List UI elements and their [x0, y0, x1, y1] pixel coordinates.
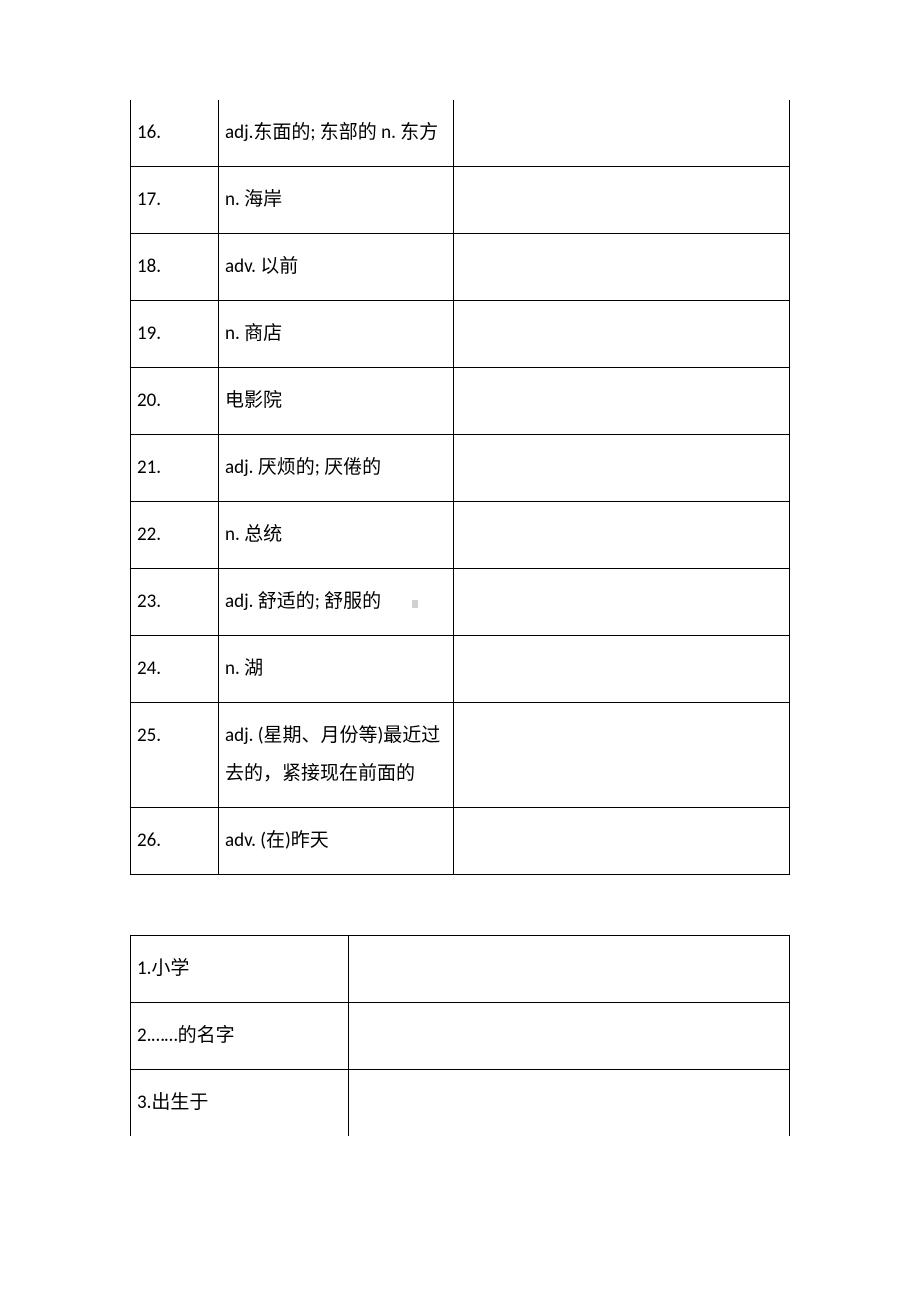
row-answer: [454, 167, 790, 234]
phrase-table-body: 1.小学 2.……的名字 3.出生于: [131, 936, 790, 1137]
row-number: 18.: [131, 234, 219, 301]
row-phrase: 3.出生于: [131, 1070, 349, 1137]
table-row: 19. n. 商店: [131, 301, 790, 368]
row-number: 17.: [131, 167, 219, 234]
row-answer: [454, 569, 790, 636]
row-number: 25.: [131, 703, 219, 808]
row-answer: [349, 1070, 790, 1137]
table-row: 22. n. 总统: [131, 502, 790, 569]
row-answer: [454, 368, 790, 435]
table-row: 3.出生于: [131, 1070, 790, 1137]
phrase-table: 1.小学 2.……的名字 3.出生于: [130, 935, 790, 1136]
row-definition: adv. 以前: [219, 234, 454, 301]
row-answer: [454, 808, 790, 875]
row-number: 22.: [131, 502, 219, 569]
row-number: 24.: [131, 636, 219, 703]
row-phrase: 1.小学: [131, 936, 349, 1003]
table-row: 1.小学: [131, 936, 790, 1003]
table-row: 2.……的名字: [131, 1003, 790, 1070]
row-definition: adj. 厌烦的; 厌倦的: [219, 435, 454, 502]
row-phrase: 2.……的名字: [131, 1003, 349, 1070]
row-answer: [454, 100, 790, 167]
row-definition: adj. 舒适的; 舒服的: [219, 569, 454, 636]
table-row: 18. adv. 以前: [131, 234, 790, 301]
table-row: 16. adj.东面的; 东部的 n. 东方: [131, 100, 790, 167]
row-answer: [349, 1003, 790, 1070]
table-row: 25. adj. (星期、月份等)最近过去的，紧接现在前面的: [131, 703, 790, 808]
row-answer: [454, 234, 790, 301]
row-definition: adv. (在)昨天: [219, 808, 454, 875]
page-content: 16. adj.东面的; 东部的 n. 东方 17. n. 海岸 18. adv…: [0, 0, 920, 1136]
table-row: 17. n. 海岸: [131, 167, 790, 234]
vocabulary-table: 16. adj.东面的; 东部的 n. 东方 17. n. 海岸 18. adv…: [130, 100, 790, 875]
table-row: 24. n. 湖: [131, 636, 790, 703]
row-number: 16.: [131, 100, 219, 167]
row-definition: n. 海岸: [219, 167, 454, 234]
row-number: 21.: [131, 435, 219, 502]
row-definition: n. 总统: [219, 502, 454, 569]
row-answer: [454, 636, 790, 703]
row-number: 20.: [131, 368, 219, 435]
row-definition: n. 湖: [219, 636, 454, 703]
row-definition: n. 商店: [219, 301, 454, 368]
row-answer: [454, 703, 790, 808]
table-row: 20. 电影院: [131, 368, 790, 435]
row-definition: adj.东面的; 东部的 n. 东方: [219, 100, 454, 167]
cursor-marker: [412, 600, 418, 608]
row-answer: [349, 936, 790, 1003]
row-definition: adj. (星期、月份等)最近过去的，紧接现在前面的: [219, 703, 454, 808]
row-number: 26.: [131, 808, 219, 875]
table-row: 23. adj. 舒适的; 舒服的: [131, 569, 790, 636]
row-answer: [454, 301, 790, 368]
vocabulary-table-body: 16. adj.东面的; 东部的 n. 东方 17. n. 海岸 18. adv…: [131, 100, 790, 875]
row-answer: [454, 502, 790, 569]
table-row: 21. adj. 厌烦的; 厌倦的: [131, 435, 790, 502]
table-row: 26. adv. (在)昨天: [131, 808, 790, 875]
row-answer: [454, 435, 790, 502]
row-number: 19.: [131, 301, 219, 368]
row-definition: 电影院: [219, 368, 454, 435]
row-number: 23.: [131, 569, 219, 636]
